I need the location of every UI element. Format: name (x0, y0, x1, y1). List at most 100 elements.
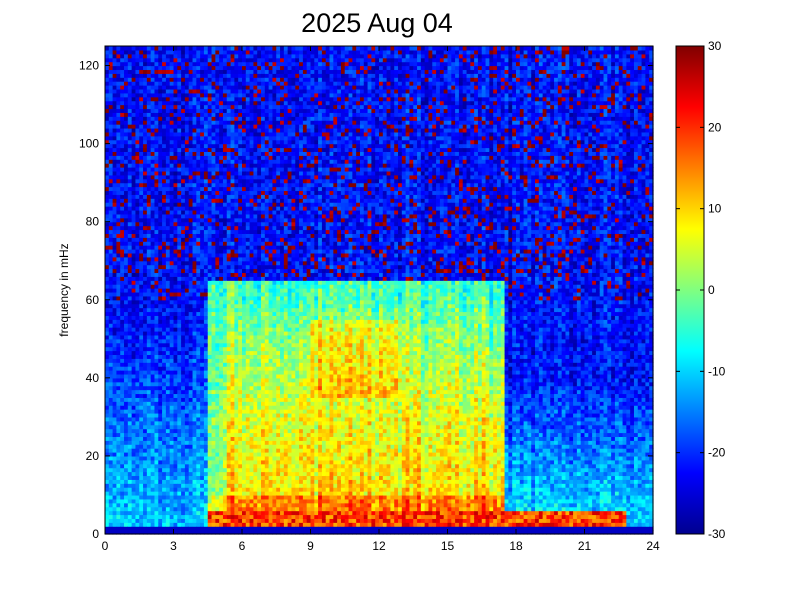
heatmap-cell (158, 409, 163, 414)
heatmap-cell (203, 202, 209, 207)
heatmap-cell (215, 381, 220, 387)
heatmap-cell (249, 49, 255, 55)
heatmap-cell (146, 319, 152, 324)
heatmap-cell (242, 135, 247, 141)
heatmap-cell (181, 241, 186, 246)
heatmap-cell (124, 237, 129, 242)
heatmap-cell (127, 295, 133, 301)
heatmap-cell (230, 46, 235, 51)
heatmap-cell (226, 260, 232, 266)
heatmap-cell (253, 100, 258, 106)
heatmap-cell (112, 526, 118, 531)
heatmap-cell (165, 100, 171, 106)
heatmap-cell (200, 139, 205, 145)
heatmap-cell (143, 112, 148, 117)
heatmap-cell (181, 291, 186, 297)
heatmap-cell (146, 487, 152, 492)
heatmap-cell (196, 303, 201, 309)
heatmap-cell (143, 295, 148, 301)
heatmap-cell (181, 139, 186, 145)
heatmap-cell (203, 444, 209, 449)
heatmap-cell (112, 432, 118, 437)
heatmap-cell (165, 92, 171, 98)
heatmap-cell (150, 233, 156, 238)
heatmap-cell (200, 53, 205, 59)
heatmap-cell (146, 491, 152, 496)
heatmap-cell (154, 401, 159, 406)
heatmap-cell (139, 342, 144, 348)
heatmap-cell (226, 354, 232, 359)
heatmap-cell (203, 514, 209, 519)
heatmap-cell (238, 319, 243, 324)
heatmap-cell (127, 127, 133, 133)
heatmap-cell (219, 440, 224, 445)
heatmap-cell (215, 252, 220, 258)
heatmap-cell (207, 467, 213, 473)
heatmap-cell (196, 444, 201, 449)
heatmap-cell (131, 342, 137, 348)
heatmap-cell (158, 303, 163, 309)
heatmap-cell (211, 420, 216, 426)
heatmap-cell (196, 100, 201, 106)
heatmap-cell (146, 471, 152, 477)
heatmap-cell (108, 96, 114, 102)
heatmap-cell (116, 256, 121, 262)
heatmap-cell (249, 225, 255, 231)
heatmap-cell (150, 127, 156, 133)
heatmap-cell (249, 397, 255, 402)
heatmap-cell (127, 522, 133, 527)
heatmap-cell (162, 49, 167, 55)
heatmap-cell (245, 155, 251, 160)
heatmap-cell (139, 233, 144, 238)
heatmap-cell (131, 381, 137, 387)
heatmap-cell (112, 256, 118, 262)
heatmap-cell (150, 491, 156, 496)
heatmap-cell (226, 389, 232, 395)
heatmap-cell (105, 346, 110, 352)
heatmap-cell (146, 88, 152, 94)
heatmap-cell (105, 85, 110, 90)
heatmap-cell (181, 174, 186, 180)
heatmap-cell (105, 49, 110, 55)
heatmap-cell (135, 143, 140, 149)
heatmap-cell (165, 217, 171, 223)
heatmap-cell (226, 213, 232, 219)
heatmap-cell (222, 424, 228, 430)
heatmap-cell (112, 502, 118, 508)
heatmap-cell (219, 135, 224, 141)
heatmap-cell (188, 167, 194, 172)
heatmap-cell (150, 385, 156, 391)
heatmap-cell (249, 53, 255, 59)
heatmap-cell (135, 330, 140, 336)
heatmap-cell (192, 475, 197, 480)
heatmap-cell (154, 206, 159, 211)
heatmap-cell (154, 354, 159, 359)
heatmap-cell (200, 459, 205, 465)
heatmap-cell (173, 182, 178, 188)
heatmap-cell (222, 444, 228, 449)
heatmap-cell (230, 327, 235, 332)
heatmap-cell (165, 452, 171, 457)
heatmap-cell (146, 272, 152, 277)
heatmap-cell (124, 358, 129, 363)
heatmap-cell (200, 77, 205, 82)
heatmap-cell (143, 455, 148, 461)
heatmap-cell (234, 448, 239, 453)
heatmap-cell (120, 291, 125, 297)
heatmap-cell (230, 311, 235, 316)
heatmap-cell (242, 237, 247, 242)
heatmap-cell (112, 373, 118, 379)
heatmap-cell (211, 147, 216, 152)
heatmap-cell (219, 315, 224, 320)
heatmap-cell (120, 440, 125, 445)
heatmap-cell (184, 100, 190, 106)
heatmap-cell (112, 112, 118, 117)
heatmap-cell (177, 303, 182, 309)
heatmap-cell (234, 143, 239, 149)
heatmap-cell (105, 272, 110, 277)
heatmap-cell (146, 206, 152, 211)
heatmap-cell (169, 483, 175, 488)
heatmap-cell (219, 46, 224, 51)
heatmap-cell (253, 334, 258, 340)
heatmap-cell (177, 155, 182, 160)
